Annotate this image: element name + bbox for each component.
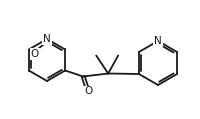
Text: N: N — [43, 34, 51, 44]
Text: N: N — [154, 36, 162, 46]
Text: O: O — [31, 49, 39, 59]
Text: O: O — [84, 87, 92, 97]
